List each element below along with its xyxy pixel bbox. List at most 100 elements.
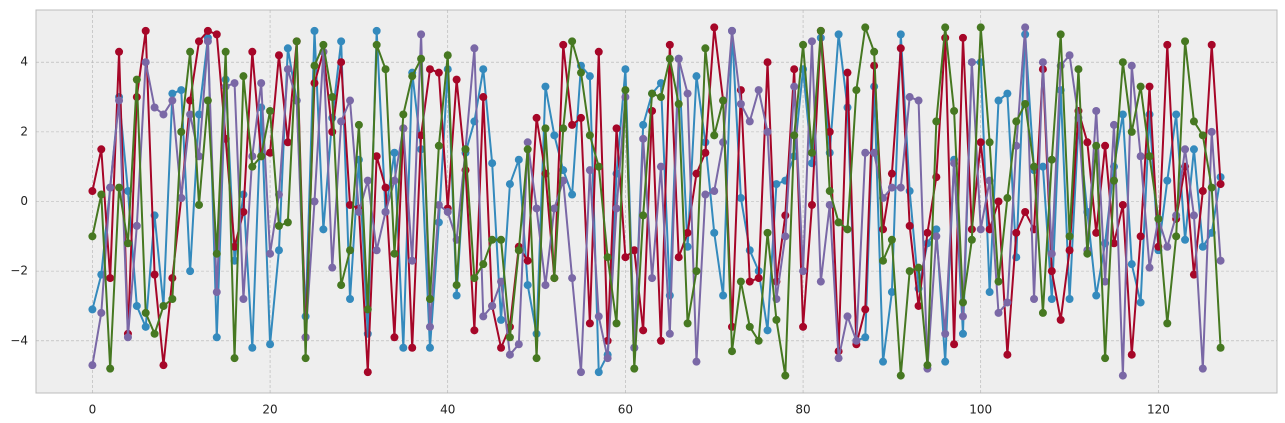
point	[443, 51, 452, 60]
point	[239, 72, 248, 81]
point	[550, 274, 559, 283]
point	[799, 322, 808, 331]
point	[896, 30, 905, 39]
point	[861, 333, 870, 342]
point	[212, 333, 221, 342]
point	[656, 336, 665, 345]
point	[203, 96, 212, 105]
point	[408, 343, 417, 352]
point	[150, 103, 159, 112]
point	[834, 30, 843, 39]
point	[807, 200, 816, 209]
point	[692, 169, 701, 178]
point	[896, 183, 905, 192]
point	[1127, 260, 1136, 269]
point	[452, 291, 461, 300]
point	[550, 204, 559, 213]
point	[452, 281, 461, 290]
point	[994, 197, 1003, 206]
point	[728, 347, 737, 356]
point	[514, 155, 523, 164]
point	[203, 26, 212, 35]
point	[1207, 40, 1216, 49]
point	[319, 40, 328, 49]
point	[834, 218, 843, 227]
point	[807, 37, 816, 46]
point	[195, 110, 204, 119]
point	[514, 340, 523, 349]
point	[958, 329, 967, 338]
point	[1198, 364, 1207, 373]
point	[683, 228, 692, 237]
point	[674, 253, 683, 262]
point	[1030, 294, 1039, 303]
point	[123, 333, 132, 342]
point	[1207, 127, 1216, 136]
point	[790, 131, 799, 140]
point	[488, 301, 497, 310]
point	[470, 44, 479, 53]
point	[736, 277, 745, 286]
point	[967, 235, 976, 244]
point	[479, 312, 488, 321]
point	[736, 100, 745, 109]
point	[941, 329, 950, 338]
point	[1207, 183, 1216, 192]
point	[1038, 58, 1047, 67]
x-tick-label: 100	[969, 403, 992, 417]
point	[532, 113, 541, 122]
point	[692, 357, 701, 366]
point	[701, 148, 710, 157]
point	[958, 33, 967, 42]
point	[754, 86, 763, 95]
point	[825, 187, 834, 196]
point	[621, 65, 630, 74]
point	[523, 256, 532, 265]
point	[923, 361, 932, 370]
point	[763, 326, 772, 335]
point	[1092, 141, 1101, 150]
point	[1136, 298, 1145, 307]
point	[941, 357, 950, 366]
point	[701, 190, 710, 199]
point	[568, 120, 577, 129]
point	[1163, 40, 1172, 49]
point	[852, 336, 861, 345]
point	[976, 138, 985, 147]
point	[1127, 127, 1136, 136]
point	[568, 190, 577, 199]
point	[186, 267, 195, 276]
point	[1145, 152, 1154, 161]
point	[781, 211, 790, 220]
point	[195, 37, 204, 46]
point	[106, 274, 115, 283]
point	[123, 239, 132, 248]
point	[310, 197, 319, 206]
point	[1038, 308, 1047, 317]
point	[870, 148, 879, 157]
point	[719, 138, 728, 147]
point	[88, 305, 97, 314]
point	[665, 40, 674, 49]
point	[648, 274, 657, 283]
point	[1136, 232, 1145, 241]
point	[425, 343, 434, 352]
point	[266, 340, 275, 349]
y-tick-label: −2	[10, 264, 28, 278]
point	[843, 312, 852, 321]
point	[497, 235, 506, 244]
point	[354, 120, 363, 129]
point	[381, 207, 390, 216]
point	[532, 204, 541, 213]
x-tick-label: 80	[795, 403, 810, 417]
point	[221, 47, 230, 56]
point	[656, 93, 665, 102]
point	[88, 361, 97, 370]
point	[1154, 214, 1163, 223]
point	[568, 274, 577, 283]
point	[399, 343, 408, 352]
point	[150, 270, 159, 279]
point	[346, 96, 355, 105]
point	[488, 235, 497, 244]
y-tick-label: −4	[10, 333, 28, 347]
